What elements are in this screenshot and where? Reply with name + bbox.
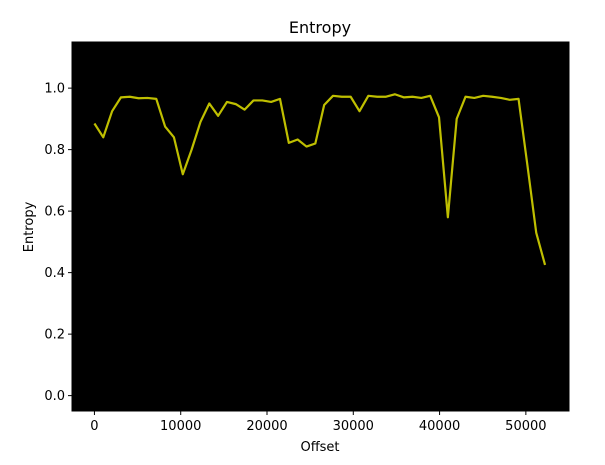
x-axis-label: Offset (300, 440, 339, 455)
entropy-series-line (93, 93, 547, 266)
y-tick-label: 0.0 (44, 389, 65, 404)
x-tick-label: 50000 (505, 419, 546, 434)
x-axis-ticks: 0 10000 20000 30000 40000 50000 (90, 411, 547, 434)
chart-title: Entropy (289, 18, 351, 37)
y-tick-label: 0.8 (44, 143, 65, 158)
y-tick-label: 0.4 (44, 266, 65, 281)
y-tick-label: 0.2 (44, 328, 65, 343)
x-tick-label: 30000 (333, 419, 374, 434)
plot-area (71, 41, 570, 412)
y-tick-label: 0.6 (44, 205, 65, 220)
x-tick-label: 0 (90, 419, 98, 434)
y-axis-ticks: 0.0 0.2 0.4 0.6 0.8 1.0 (44, 82, 72, 404)
y-axis-label: Entropy (22, 201, 37, 252)
y-tick-label: 1.0 (44, 82, 65, 97)
x-tick-label: 10000 (160, 419, 201, 434)
x-tick-label: 20000 (246, 419, 287, 434)
series-layer (93, 93, 547, 266)
x-tick-label: 40000 (419, 419, 460, 434)
